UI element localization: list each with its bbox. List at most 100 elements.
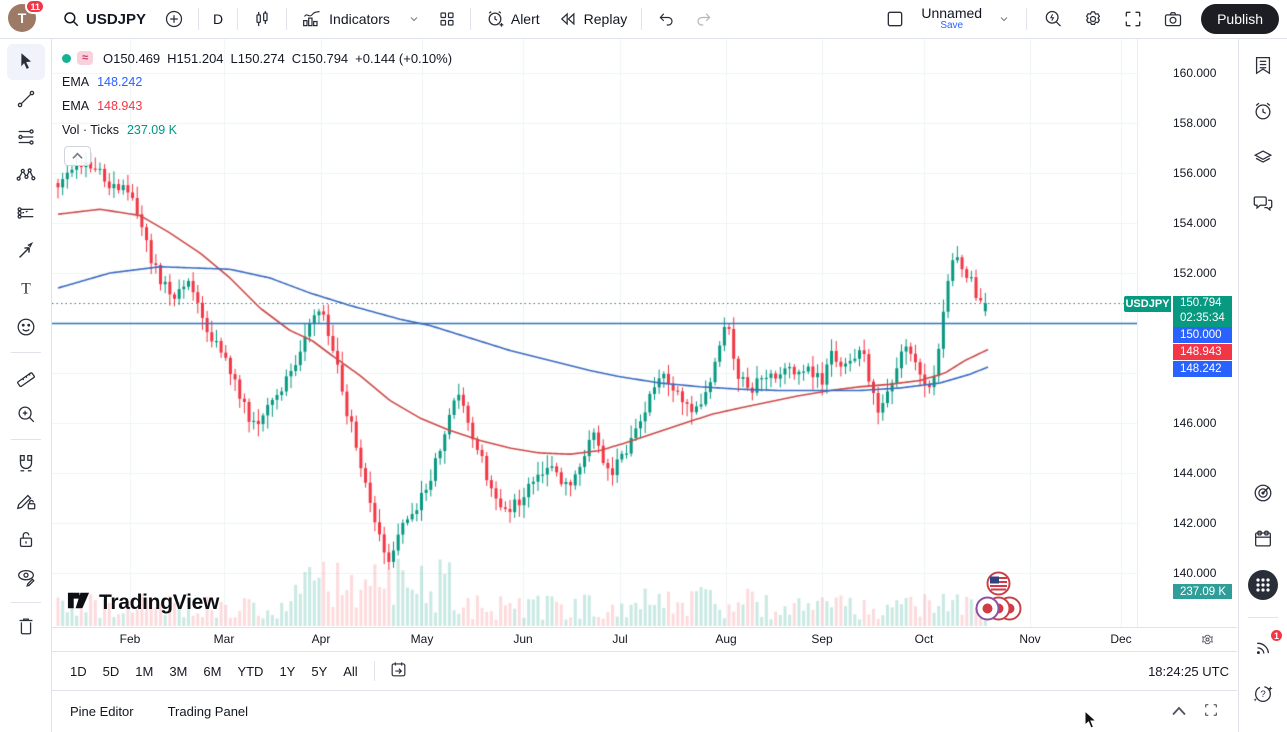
sidebar-alerts-clock-button[interactable] [1244, 93, 1282, 131]
lock-all-icon [15, 528, 37, 553]
grid-icon [438, 10, 456, 28]
session-clock[interactable]: 18:24:25 UTC [1148, 663, 1229, 679]
sidebar-broadcast-button[interactable]: 1 [1244, 628, 1284, 668]
ruler-tool-button[interactable] [7, 359, 45, 395]
layout-select-button[interactable] [877, 5, 913, 33]
chat-icon [1252, 192, 1274, 217]
snapshot-button[interactable] [1155, 5, 1191, 33]
price-tick-label: 146.000 [1173, 416, 1217, 430]
price-tick-label: 142.000 [1173, 516, 1217, 530]
alert-button[interactable]: Alert [477, 5, 548, 33]
price-chart-canvas[interactable] [52, 39, 1137, 627]
time-scale-settings-gear-icon[interactable] [1200, 632, 1215, 652]
layout-square-icon [885, 9, 905, 29]
sidebar-apps-grid-button[interactable] [1244, 567, 1282, 605]
sidebar-chat-button[interactable] [1244, 185, 1282, 223]
trend-line-tool-button[interactable] [7, 82, 45, 118]
draw-lock-icon [15, 490, 37, 515]
volume-value-label: 237.09 K [1173, 584, 1232, 599]
chevron-down-icon [408, 13, 420, 25]
timeframe-button[interactable]: D [205, 7, 231, 31]
magnet-icon [15, 452, 37, 477]
range-all-button[interactable]: All [335, 660, 365, 683]
economic-events-markers[interactable] [975, 571, 1030, 623]
us-flag-icon [986, 571, 1011, 601]
magnet-tool-button[interactable] [7, 446, 45, 482]
legend-collapse-button[interactable] [64, 146, 91, 166]
notification-count-badge: 11 [25, 0, 45, 14]
chart-style-button[interactable] [244, 5, 280, 33]
indicators-button[interactable]: Indicators [293, 5, 398, 33]
emoji-tool-button[interactable] [7, 310, 45, 346]
arrow-marker-icon [15, 240, 37, 265]
layout-menu-chevron[interactable] [990, 9, 1018, 29]
forecast-tool-button[interactable] [7, 196, 45, 232]
ruler-icon [15, 365, 37, 390]
xabcd-pattern-tool-button[interactable] [7, 158, 45, 194]
month-tick-label: Sep [811, 632, 833, 646]
range-6m-button[interactable]: 6M [195, 660, 229, 683]
redo-button[interactable] [686, 6, 722, 32]
sidebar-ideas-target-button[interactable] [1244, 475, 1282, 513]
pine-editor-button[interactable]: Pine Editor [70, 704, 134, 719]
trash-tool-button[interactable] [7, 609, 45, 645]
watermark-text: TradingView [99, 591, 220, 614]
layout-name: Unnamed [921, 5, 983, 22]
last-price-label: 150.794 02:35:34 [1173, 296, 1232, 327]
symbol-search-button[interactable]: USDJPY [54, 6, 154, 32]
text-tool-button[interactable]: T [7, 272, 45, 308]
maximize-panel-button[interactable] [1195, 698, 1227, 725]
range-5y-button[interactable]: 5Y [303, 660, 335, 683]
save-layout-link[interactable]: Save [940, 20, 964, 32]
price-tick-label: 140.000 [1173, 566, 1217, 580]
chart-settings-button[interactable] [1075, 5, 1111, 33]
sidebar-help-button[interactable]: ? [1244, 676, 1282, 714]
go-to-date-button[interactable] [383, 656, 414, 686]
indicators-icon [301, 9, 323, 29]
draw-lock-tool-button[interactable] [7, 484, 45, 520]
sidebar-layers-button[interactable] [1244, 139, 1282, 177]
volume-legend-row[interactable]: Vol · Ticks 237.09 K [62, 121, 459, 139]
range-3m-button[interactable]: 3M [161, 660, 195, 683]
high-value: H151.204 [167, 50, 224, 66]
broadcast-badge: 1 [1269, 628, 1284, 643]
layout-name-button[interactable]: Unnamed Save [917, 5, 986, 32]
month-tick-label: Feb [119, 632, 141, 646]
redo-icon [694, 10, 714, 28]
hide-drawings-tool-button[interactable] [7, 560, 45, 596]
range-1d-button[interactable]: 1D [62, 660, 95, 683]
replay-button[interactable]: Replay [550, 5, 636, 33]
lock-all-tool-button[interactable] [7, 522, 45, 558]
grid-layout-button[interactable] [430, 6, 464, 32]
sidebar-calendar-button[interactable] [1244, 521, 1282, 559]
trading-panel-button[interactable]: Trading Panel [167, 704, 249, 719]
undo-button[interactable] [648, 6, 684, 32]
indicator-templates-chevron[interactable] [400, 9, 428, 29]
drawing-toolbar: T [0, 39, 52, 732]
publish-button[interactable]: Publish [1201, 4, 1279, 34]
quick-search-icon [1043, 9, 1063, 29]
cursor-icon [15, 50, 37, 75]
sidebar-watchlist-button[interactable] [1244, 47, 1282, 85]
compare-add-symbol-button[interactable] [156, 5, 192, 33]
ema-slow-legend-row[interactable]: EMA 148.242 [62, 73, 459, 91]
ema-fast-legend-row[interactable]: EMA 148.943 [62, 97, 459, 115]
month-tick-label: Apr [311, 632, 331, 646]
range-1m-button[interactable]: 1M [127, 660, 161, 683]
range-5d-button[interactable]: 5D [95, 660, 128, 683]
cursor-tool-button[interactable] [6, 44, 45, 80]
fib-retracement-tool-button[interactable] [7, 120, 45, 156]
month-tick-label: Nov [1019, 632, 1041, 646]
range-1y-button[interactable]: 1Y [271, 660, 303, 683]
symbol-legend-row[interactable]: ≈ O150.469 H151.204 L150.274 C150.794 +0.144… [62, 49, 459, 67]
user-menu-button[interactable]: T 11 [8, 0, 45, 34]
range-ytd-button[interactable]: YTD [229, 660, 271, 683]
open-panel-chevron-button[interactable] [1163, 700, 1195, 723]
quick-search-button[interactable] [1035, 5, 1071, 33]
arrow-marker-tool-button[interactable] [7, 234, 45, 270]
fullscreen-button[interactable] [1115, 5, 1151, 33]
time-scale[interactable]: Feb Mar Apr May Jun Jul Aug Sep Oct Nov Dec [52, 627, 1237, 652]
zoom-in-tool-button[interactable] [7, 397, 45, 433]
date-range-toolbar: 1D 5D 1M 3M 6M YTD 1Y 5Y All 18:24:25 UTC [52, 652, 1237, 690]
price-tick-label: 160.000 [1173, 66, 1217, 80]
